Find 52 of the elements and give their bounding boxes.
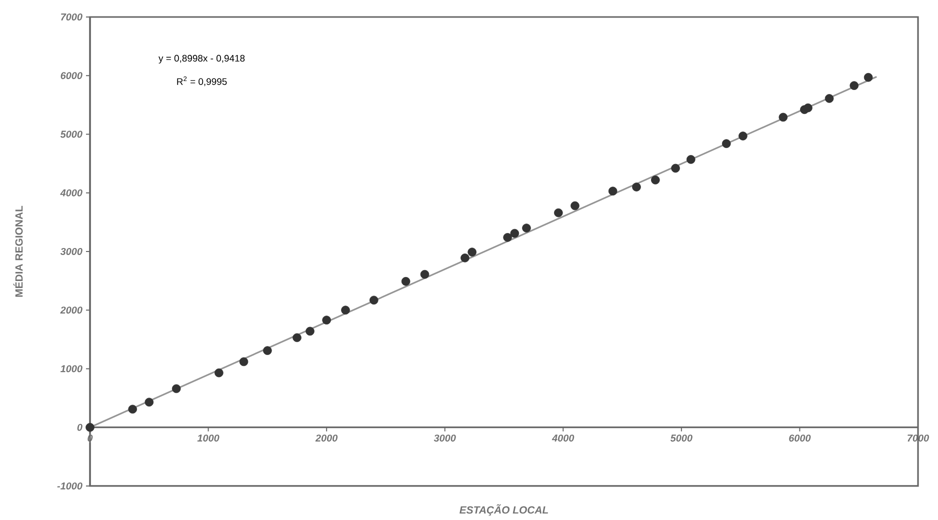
y-tick-label: 7000 [61,13,82,21]
y-tick-label: 2000 [60,306,82,314]
y-tick-label: 4000 [60,189,82,196]
point [671,164,680,173]
point [401,276,410,286]
point [306,326,314,336]
x-tick-label: 1000 [197,434,220,442]
annotation: y = 0,8998x - 0,9418 [158,54,245,64]
point [128,404,137,414]
y-tick-label: 3000 [60,248,82,256]
point [864,72,873,82]
point [778,112,788,122]
point [722,139,731,148]
point [292,333,302,342]
annotation: R$^{2}$ = 0,9995 [177,76,227,86]
point [510,228,520,238]
point [172,384,181,394]
point [322,316,331,324]
point [468,248,476,256]
point [420,270,430,279]
point [263,346,272,355]
y-axis-title: MÉDIA REGIONAL [13,206,23,297]
x-tick-label: 6000 [789,434,811,442]
point [341,306,350,315]
point [144,398,154,407]
x-tick-label: 2000 [315,434,338,442]
point [632,182,641,192]
point [608,186,618,196]
point [239,357,248,366]
y-tick-label: 5000 [60,130,82,138]
point [850,81,859,90]
point [522,224,531,232]
x-tick-label: 5000 [670,434,692,442]
x-tick-label: 3000 [434,434,456,442]
point [651,176,660,184]
point [460,254,470,262]
x-axis-title: ESTAÇÃO LOCAL [460,504,548,516]
point [804,103,812,112]
point [738,132,748,140]
y-tick-label: -1000 [57,482,82,490]
point [554,208,563,218]
point [86,422,94,432]
point [369,296,378,305]
point [686,155,696,164]
y-tick-label: 0 [77,424,82,431]
y-tick-label: 1000 [60,365,82,372]
point [214,368,224,378]
x-tick-label: 4000 [552,434,574,442]
point [570,201,580,210]
point [503,233,512,242]
y-tick-label: 6000 [60,72,82,80]
point [824,94,834,103]
